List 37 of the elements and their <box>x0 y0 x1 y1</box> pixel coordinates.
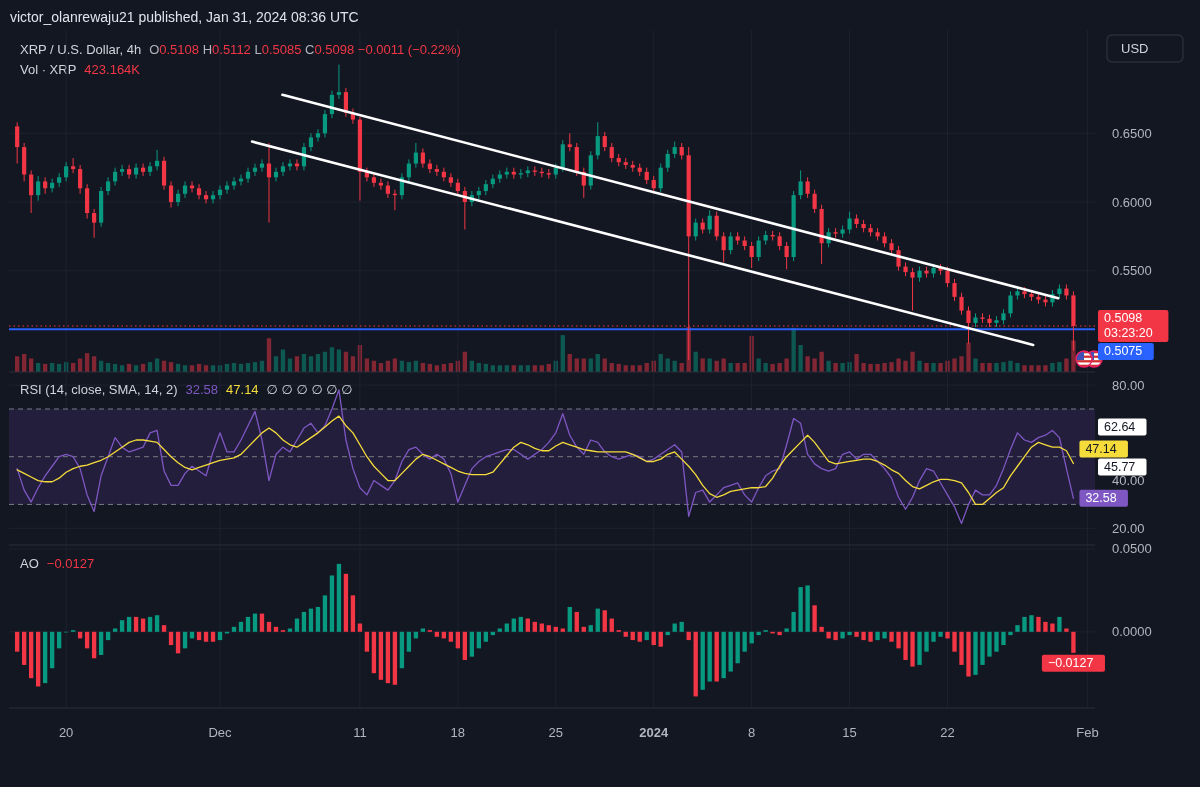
data-label: 32.58 <box>1085 491 1117 506</box>
annotation: ∅ ∅ ∅ ∅ ∅ ∅ <box>266 381 353 397</box>
ref-line-label: 0.5098 03:23:20 <box>1104 311 1153 341</box>
currency-button: USD <box>1106 34 1184 63</box>
x-tick-label: 18 <box>450 724 466 740</box>
y-tick-label: 80.00 <box>1112 377 1145 393</box>
chart-title: Vol · XRP <box>20 61 77 77</box>
y-tick-label: 0.5500 <box>1112 263 1152 279</box>
annotation: 32.58 <box>185 381 219 397</box>
x-tick-label: Dec <box>208 724 233 740</box>
annotation: −0.0127 <box>46 555 95 571</box>
x-tick-label: 2024 <box>639 724 669 740</box>
text: 45.77 <box>1104 460 1136 474</box>
x-tick-label: 11 <box>353 724 367 740</box>
y-tick-label: 0.0000 <box>1112 624 1152 640</box>
text: XRP / U.S. Dollar, 4h <box>20 41 142 57</box>
x-tick-label: 8 <box>748 724 756 740</box>
text: AO <box>20 555 39 571</box>
x-tick-label: 20 <box>58 724 74 740</box>
text: O0.5108 H0.5112 L0.5085 C0.5098 −0.0011 (−0.22%) <box>149 41 461 57</box>
data-label: −0.0127 <box>1047 656 1094 671</box>
annotation: 47.14 <box>226 381 259 397</box>
text: 62.64 <box>1104 420 1136 434</box>
text: victor_olanrewaju21 published, Jan 31, 2024 08:36 UTC <box>10 9 359 25</box>
y-tick-label: 0.6500 <box>1112 125 1152 141</box>
ref-line-label: 0.5075 <box>1104 344 1143 359</box>
data-label: 47.14 <box>1085 442 1117 456</box>
y-tick-label: 40.00 <box>1112 473 1145 489</box>
y-tick-label: 0.0500 <box>1112 541 1152 557</box>
x-tick-label: 15 <box>842 724 857 740</box>
text: RSI (14, close, SMA, 14, 2) <box>20 381 178 397</box>
x-tick-label: 25 <box>548 724 564 740</box>
y-tick-label: 0.6000 <box>1112 194 1152 210</box>
y-tick-label: 20.00 <box>1112 520 1145 536</box>
x-tick-label: 22 <box>940 724 955 740</box>
annotation: 423.164K <box>84 61 141 77</box>
x-tick-label: Feb <box>1076 724 1099 740</box>
